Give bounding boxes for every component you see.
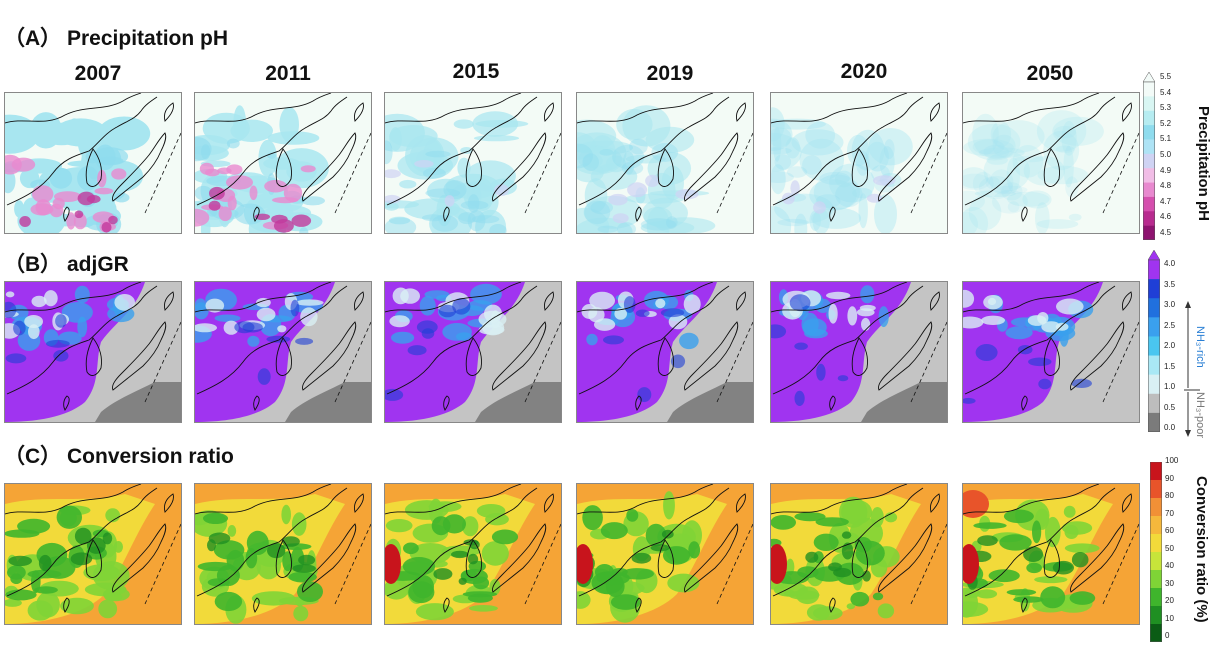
colorbar-segment <box>1143 196 1155 212</box>
year-label-2050: 2050 <box>1026 62 1074 85</box>
colorbar-segment <box>1148 393 1160 414</box>
colorbar-segment <box>1150 552 1162 571</box>
colorbar-tick-label: 2.5 <box>1164 320 1176 330</box>
map-adj-2019 <box>576 281 754 423</box>
year-label-2007: 2007 <box>74 62 122 85</box>
panel-a-title: （A） Precipitation pH <box>4 27 229 50</box>
colorbar-tick-label: 4.0 <box>1164 259 1176 268</box>
colorbar-tick-label: 20 <box>1165 596 1174 605</box>
colorbar-tick-label: 5.1 <box>1160 134 1172 144</box>
colorbar-tick-label: 5.4 <box>1160 87 1172 97</box>
map-ph-2050 <box>962 92 1140 234</box>
conversion-colorbar-label: Conversion ratio (%) <box>1193 476 1210 623</box>
map-ph-2019 <box>576 92 754 234</box>
map-adj-2007 <box>4 281 182 423</box>
colorbar-segment <box>1150 534 1162 553</box>
map-ph-2020 <box>770 92 948 234</box>
year-label-2015: 2015 <box>452 60 500 83</box>
colorbar-segment <box>1148 260 1160 280</box>
colorbar-tick-label: 60 <box>1165 526 1174 535</box>
colorbar-segment <box>1150 588 1162 607</box>
map-ph-2011 <box>194 92 372 234</box>
colorbar-segment <box>1148 355 1160 375</box>
colorbar-tick-label: 100 <box>1165 456 1179 465</box>
colorbar-segment <box>1150 516 1162 535</box>
colorbar-extension-tip <box>1147 249 1161 261</box>
colorbar-tick-label: 90 <box>1165 473 1174 483</box>
colorbar-segment <box>1148 317 1160 337</box>
colorbar-tick-label: 3.5 <box>1164 279 1176 289</box>
map-conv-2020 <box>770 483 948 625</box>
map-adj-2015 <box>384 281 562 423</box>
colorbar-tick-label: 0 <box>1165 631 1170 640</box>
colorbar-segment <box>1150 498 1162 517</box>
year-label-2011: 2011 <box>265 62 311 85</box>
colorbar-segment <box>1150 480 1162 499</box>
map-conv-2015 <box>384 483 562 625</box>
map-conv-2007 <box>4 483 182 625</box>
colorbar-tick-label: 1.0 <box>1164 382 1176 391</box>
map-conv-2050 <box>962 483 1140 625</box>
map-adj-2011 <box>194 281 372 423</box>
colorbar-tick-label: 10 <box>1165 613 1174 623</box>
ph-colorbar <box>1142 71 1156 241</box>
colorbar-segment <box>1143 139 1155 155</box>
colorbar-segment <box>1143 153 1155 169</box>
colorbar-tick-label: 5.5 <box>1160 72 1172 81</box>
colorbar-tick-label: 3.0 <box>1164 300 1176 309</box>
map-adj-2050 <box>962 281 1140 423</box>
adjgr-colorbar-svg <box>1147 249 1161 433</box>
ph-colorbar-label: Precipitation pH <box>1195 106 1212 222</box>
colorbar-tick-label: 4.9 <box>1160 165 1172 175</box>
colorbar-tick-label: 40 <box>1165 561 1174 570</box>
colorbar-segment <box>1148 279 1160 299</box>
colorbar-tick-label: 2.0 <box>1164 341 1176 350</box>
map-adj-2020 <box>770 281 948 423</box>
colorbar-tick-label: 0.0 <box>1164 423 1176 432</box>
colorbar-tick-label: 4.7 <box>1160 196 1172 206</box>
colorbar-tick-label: 4.8 <box>1160 181 1172 191</box>
colorbar-segment <box>1150 570 1162 589</box>
colorbar-tick-label: 80 <box>1165 491 1174 500</box>
year-label-2019: 2019 <box>646 62 694 85</box>
colorbar-tick-label: 1.5 <box>1164 361 1176 371</box>
colorbar-segment <box>1143 125 1155 140</box>
panel-b-title: （B） adjGR <box>4 253 129 276</box>
colorbar-tick-label: 30 <box>1165 578 1174 588</box>
colorbar-tick-label: 5.0 <box>1160 150 1172 159</box>
ph-colorbar-svg <box>1142 71 1156 241</box>
colorbar-tick-label: 5.3 <box>1160 103 1172 113</box>
colorbar-tick-label: 4.5 <box>1160 228 1172 237</box>
colorbar-segment <box>1148 298 1160 318</box>
colorbar-segment <box>1143 110 1155 126</box>
colorbar-extension-tip <box>1142 71 1156 83</box>
colorbar-segment <box>1143 96 1155 112</box>
map-ph-2007 <box>4 92 182 234</box>
colorbar-tick-label: 4.6 <box>1160 212 1172 222</box>
colorbar-segment <box>1143 168 1155 183</box>
colorbar-tick-label: 50 <box>1165 543 1174 553</box>
colorbar-segment <box>1143 182 1155 198</box>
colorbar-segment <box>1148 374 1160 395</box>
year-label-2020: 2020 <box>840 60 888 83</box>
map-conv-2019 <box>576 483 754 625</box>
conversion-colorbar <box>1150 461 1162 643</box>
colorbar-segment <box>1148 336 1160 356</box>
adjgr-colorbar <box>1147 249 1161 433</box>
map-ph-2015 <box>384 92 562 234</box>
colorbar-tick-label: 70 <box>1165 508 1174 518</box>
colorbar-segment <box>1148 412 1160 433</box>
colorbar-tick-label: 0.5 <box>1164 402 1176 412</box>
colorbar-tick-label: 5.2 <box>1160 118 1172 128</box>
panel-c-title: （C） Conversion ratio <box>4 445 234 468</box>
colorbar-segment <box>1150 624 1162 643</box>
map-conv-2011 <box>194 483 372 625</box>
colorbar-segment <box>1150 606 1162 625</box>
colorbar-segment <box>1150 462 1162 481</box>
colorbar-segment <box>1143 225 1155 241</box>
conversion-colorbar-svg <box>1150 461 1162 643</box>
nh3-arrows <box>1184 301 1200 437</box>
colorbar-segment <box>1143 82 1155 97</box>
colorbar-segment <box>1143 211 1155 226</box>
